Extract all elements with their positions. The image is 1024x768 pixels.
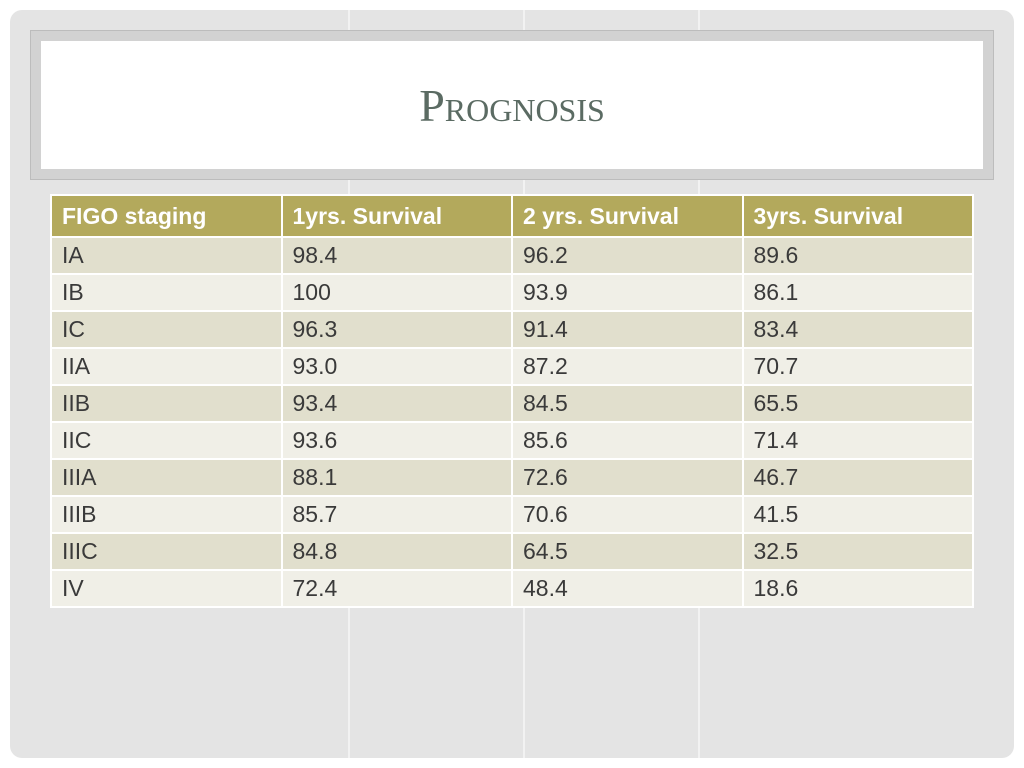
table-cell: IIA <box>50 347 283 386</box>
table-cell: 86.1 <box>741 273 974 312</box>
table-cell: 93.0 <box>280 347 513 386</box>
table-row: IIIA 88.1 72.6 46.7 <box>50 458 974 497</box>
table-cell: IC <box>50 310 283 349</box>
table-cell: 96.3 <box>280 310 513 349</box>
table-cell: 85.7 <box>280 495 513 534</box>
slide: Prognosis FIGO staging 1yrs. Survival 2 … <box>10 10 1014 758</box>
table-cell: 85.6 <box>511 421 744 460</box>
table-row: IIA 93.0 87.2 70.7 <box>50 347 974 386</box>
table-cell: 93.6 <box>280 421 513 460</box>
table-cell: IA <box>50 236 283 275</box>
table-cell: IB <box>50 273 283 312</box>
table-cell: 46.7 <box>741 458 974 497</box>
table-cell: 93.9 <box>511 273 744 312</box>
table-cell: 88.1 <box>280 458 513 497</box>
table-cell: 98.4 <box>280 236 513 275</box>
table-row: IA 98.4 96.2 89.6 <box>50 236 974 275</box>
table-row: IB 100 93.9 86.1 <box>50 273 974 312</box>
table-cell: 65.5 <box>741 384 974 423</box>
slide-title: Prognosis <box>419 79 605 131</box>
table-cell: IIIC <box>50 532 283 571</box>
table-cell: 70.6 <box>511 495 744 534</box>
header-cell: FIGO staging <box>50 194 283 238</box>
title-box: Prognosis <box>41 41 983 169</box>
table-cell: IIB <box>50 384 283 423</box>
table-cell: IIIB <box>50 495 283 534</box>
table-row: IIIB 85.7 70.6 41.5 <box>50 495 974 534</box>
survival-table: FIGO staging 1yrs. Survival 2 yrs. Survi… <box>50 194 974 608</box>
table-cell: 71.4 <box>741 421 974 460</box>
table-cell: 72.6 <box>511 458 744 497</box>
table-cell: 64.5 <box>511 532 744 571</box>
table-cell: 84.5 <box>511 384 744 423</box>
table-body: IA 98.4 96.2 89.6 IB 100 93.9 86.1 IC 96.3 91.4 83.… <box>50 236 974 608</box>
table-cell: 32.5 <box>741 532 974 571</box>
table-row: IC 96.3 91.4 83.4 <box>50 310 974 349</box>
table-cell: IIIA <box>50 458 283 497</box>
table-cell: 84.8 <box>280 532 513 571</box>
table-cell: 70.7 <box>741 347 974 386</box>
table-cell: IIC <box>50 421 283 460</box>
table-cell: 72.4 <box>280 569 513 608</box>
table-row: IIC 93.6 85.6 71.4 <box>50 421 974 460</box>
table-row: IIIC 84.8 64.5 32.5 <box>50 532 974 571</box>
table-row: IV 72.4 48.4 18.6 <box>50 569 974 608</box>
table-cell: 93.4 <box>280 384 513 423</box>
table-row: IIB 93.4 84.5 65.5 <box>50 384 974 423</box>
table-cell: 41.5 <box>741 495 974 534</box>
header-cell: 2 yrs. Survival <box>511 194 744 238</box>
table-cell: 100 <box>280 273 513 312</box>
table-cell: 89.6 <box>741 236 974 275</box>
header-cell: 1yrs. Survival <box>280 194 513 238</box>
table-header-row: FIGO staging 1yrs. Survival 2 yrs. Survi… <box>50 194 974 238</box>
table-cell: 91.4 <box>511 310 744 349</box>
table-cell: 96.2 <box>511 236 744 275</box>
table-cell: 48.4 <box>511 569 744 608</box>
header-cell: 3yrs. Survival <box>741 194 974 238</box>
table-cell: IV <box>50 569 283 608</box>
table-cell: 83.4 <box>741 310 974 349</box>
title-frame: Prognosis <box>30 30 994 180</box>
table-cell: 87.2 <box>511 347 744 386</box>
table-cell: 18.6 <box>741 569 974 608</box>
